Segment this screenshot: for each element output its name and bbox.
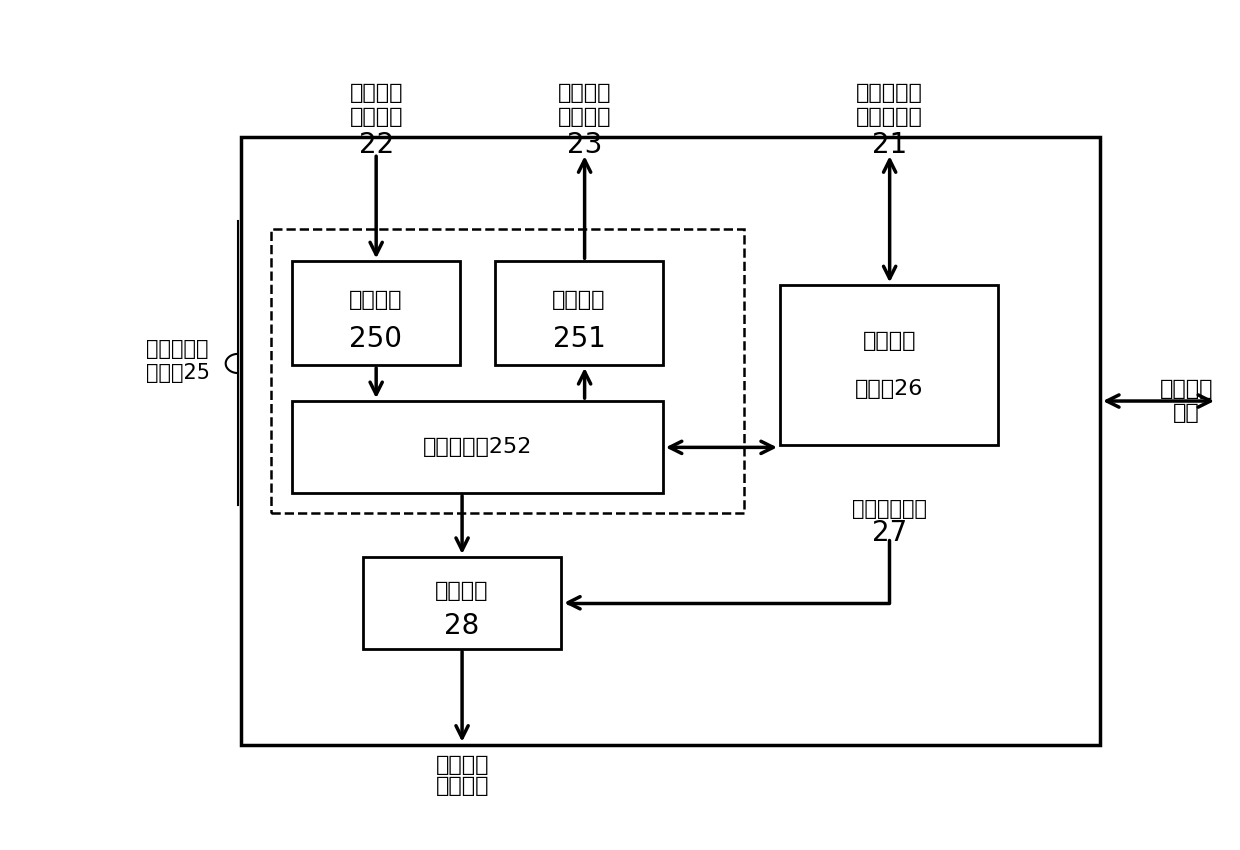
Text: 接收和发射: 接收和发射: [856, 83, 923, 104]
Text: 光组件控: 光组件控: [862, 332, 916, 351]
Text: 解码单元: 解码单元: [348, 290, 403, 309]
Bar: [495, 261, 663, 366]
Text: 编码单元: 编码单元: [552, 290, 606, 309]
Text: 提取模块: 提取模块: [350, 107, 403, 127]
Text: 控制存储中心: 控制存储中心: [852, 499, 926, 518]
Bar: [241, 138, 1100, 745]
Text: 23: 23: [567, 132, 603, 159]
Text: 理模块25: 理模块25: [146, 363, 211, 383]
Text: 管理信号: 管理信号: [350, 83, 403, 104]
Text: 管理信号: 管理信号: [558, 83, 611, 104]
Bar: [272, 230, 744, 513]
Text: 27: 27: [872, 518, 906, 547]
Text: 帧解析单元252: 帧解析单元252: [423, 437, 532, 457]
Text: 制模块26: 制模块26: [854, 379, 924, 399]
Bar: [363, 557, 562, 649]
Text: 设备管理: 设备管理: [435, 755, 490, 774]
Text: 22: 22: [358, 132, 394, 159]
Text: 28: 28: [444, 612, 480, 640]
Text: 设备接口: 设备接口: [435, 581, 489, 601]
Text: 各个模块: 各个模块: [1159, 379, 1213, 399]
Text: 250: 250: [350, 325, 402, 353]
Text: 21: 21: [872, 132, 908, 159]
Text: 信号接口: 信号接口: [435, 776, 490, 796]
Text: 单元: 单元: [1173, 403, 1200, 423]
Text: 光组件单元: 光组件单元: [856, 107, 923, 127]
Bar: [780, 286, 998, 445]
Bar: [291, 401, 663, 493]
Text: 251: 251: [553, 325, 605, 353]
Text: 加载模块: 加载模块: [558, 107, 611, 127]
Bar: [291, 261, 460, 366]
Text: 管理信号处: 管理信号处: [146, 339, 208, 359]
